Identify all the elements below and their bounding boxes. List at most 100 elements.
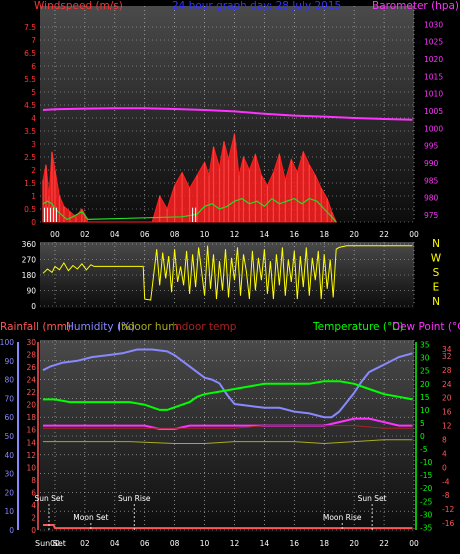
compass-label: E (433, 282, 440, 294)
series-layer (42, 107, 413, 530)
rain-title: Rainfall (mm) (0, 321, 71, 333)
rain-tick-label: 30 (26, 338, 36, 347)
temperature-title: Temperature (°C) (312, 321, 404, 333)
temp-tick-label: -15 (420, 471, 432, 480)
baro-tick-label: 980 (424, 194, 439, 203)
dew-tick-label: 32 (442, 352, 452, 361)
wind-tick-label: 6 (31, 62, 36, 71)
rain-tick-label: 14 (26, 438, 36, 447)
rain-tick-label: 22 (26, 388, 36, 397)
indoor-humidity-line (43, 439, 413, 445)
dew-tick-label: 28 (442, 366, 452, 375)
temp-tick-label: -10 (420, 458, 432, 467)
temp-tick-label: 20 (420, 380, 430, 389)
compass-label: N (432, 238, 440, 250)
humidity-tick-label: 100 (0, 338, 14, 347)
x-tick-label-top: 08 (170, 230, 180, 239)
baro-tick-label: 1010 (424, 90, 443, 99)
x-tick-label-top: 10 (200, 230, 210, 239)
barometer-line (42, 107, 413, 121)
sun-moon-label: Sun Set (34, 494, 63, 503)
indoor-temp-line (43, 425, 413, 429)
baro-tick-label: 975 (424, 211, 439, 220)
axis-layer: 0 0.5 1 1.5 2 2.5 3 3.5 4 4.5 5 5.5 6 6.5 7 7.5 975 980 98… (0, 20, 454, 548)
wind-tick-label: 2.5 (24, 153, 36, 162)
wind-min-line (42, 197, 337, 223)
temp-tick-label: -35 (420, 523, 432, 532)
wind-tick-label: 0.5 (24, 205, 36, 214)
x-tick-label-top: 20 (349, 230, 359, 239)
temp-tick-label: 0 (420, 432, 425, 441)
wind-tick-label: 5 (31, 88, 36, 97)
graph-title: 24 hour graph day: 28 July 2015 (172, 0, 341, 12)
dew-tick-label: 12 (442, 422, 452, 431)
temp-tick-label: 35 (420, 341, 430, 350)
plot-bg-bottom (40, 340, 414, 532)
x-tick-label-bottom: 10 (200, 539, 210, 548)
wind-tick-label: 0 (31, 218, 36, 227)
dew-tick-label: -4 (442, 477, 450, 486)
baro-tick-label: 1025 (424, 38, 443, 47)
humidity-tick-label: 10 (4, 507, 14, 516)
x-tick-label-top: 22 (379, 230, 389, 239)
dew-tick-label: -16 (442, 519, 454, 528)
temperature-line (43, 380, 413, 411)
rain-tick-label: 6 (31, 488, 36, 497)
compass-label: W (431, 253, 442, 265)
dew-tick-label: -12 (442, 505, 454, 514)
x-tick-label-top: 12 (230, 230, 240, 239)
baro-tick-label: 1005 (424, 107, 443, 116)
x-tick-label-top: 14 (260, 230, 270, 239)
x-tick-label-bottom: 22 (379, 539, 389, 548)
direction-tick-label: 270 (22, 256, 37, 265)
baro-tick-label: 1020 (424, 55, 443, 64)
x-tick-label-bottom: 18 (319, 539, 329, 548)
temp-tick-label: -20 (420, 484, 432, 493)
temp-tick-label: -30 (420, 510, 432, 519)
sun-moon-label: Sun Set (358, 494, 387, 503)
wind-speed-area (42, 133, 337, 223)
dew-tick-label: 4 (442, 449, 447, 458)
temp-tick-label: 10 (420, 406, 430, 415)
temp-tick-label: -5 (420, 445, 428, 454)
humidity-title: Humidity (%) (66, 321, 135, 333)
direction-tick-label: 90 (26, 287, 36, 296)
rain-tick-label: 4 (31, 501, 36, 510)
x-tick-label-top: 16 (290, 230, 300, 239)
x-tick-label-top: 06 (140, 230, 150, 239)
x-tick-label-bottom: 20 (349, 539, 359, 548)
compass-label: N (432, 296, 440, 308)
wind-tick-label: 7 (31, 36, 36, 45)
rain-tick-label: 18 (26, 413, 36, 422)
dew-tick-label: 16 (442, 408, 452, 417)
humidity-tick-label: 60 (4, 413, 14, 422)
rain-tick-label: 24 (26, 376, 36, 385)
humidity-tick-label: 70 (4, 394, 14, 403)
x-tick-label-bottom: 16 (290, 539, 300, 548)
rain-tick-label: 26 (26, 363, 36, 372)
rain-tick-label: 2 (31, 513, 36, 522)
wind-tick-label: 1 (31, 192, 36, 201)
baro-tick-label: 990 (424, 159, 439, 168)
x-tick-label-bottom: 14 (260, 539, 270, 548)
x-tick-label-bottom: 00 (50, 539, 60, 548)
wind-tick-label: 7.5 (24, 23, 36, 32)
humidity-tick-label: 80 (4, 376, 14, 385)
x-tick-label-bottom: 08 (170, 539, 180, 548)
wind-tick-label: 3.5 (24, 127, 36, 136)
temp-tick-label: -25 (420, 497, 432, 506)
compass-label: S (433, 267, 440, 279)
humidity-tick-label: 40 (4, 451, 14, 460)
wind-title: Windspeed (m/s) (34, 0, 123, 12)
x-tick-label-top: 00 (409, 230, 419, 239)
dew-tick-label: 20 (442, 394, 452, 403)
baro-tick-label: 985 (424, 176, 439, 185)
humidity-line (42, 348, 413, 419)
x-tick-label-top: 04 (110, 230, 120, 239)
sun-moon-label: Moon Rise (323, 513, 362, 522)
direction-tick-label: 180 (22, 271, 37, 280)
rain-tick-label: 28 (26, 351, 36, 360)
sun-moon-label: Sun Rise (118, 494, 151, 503)
